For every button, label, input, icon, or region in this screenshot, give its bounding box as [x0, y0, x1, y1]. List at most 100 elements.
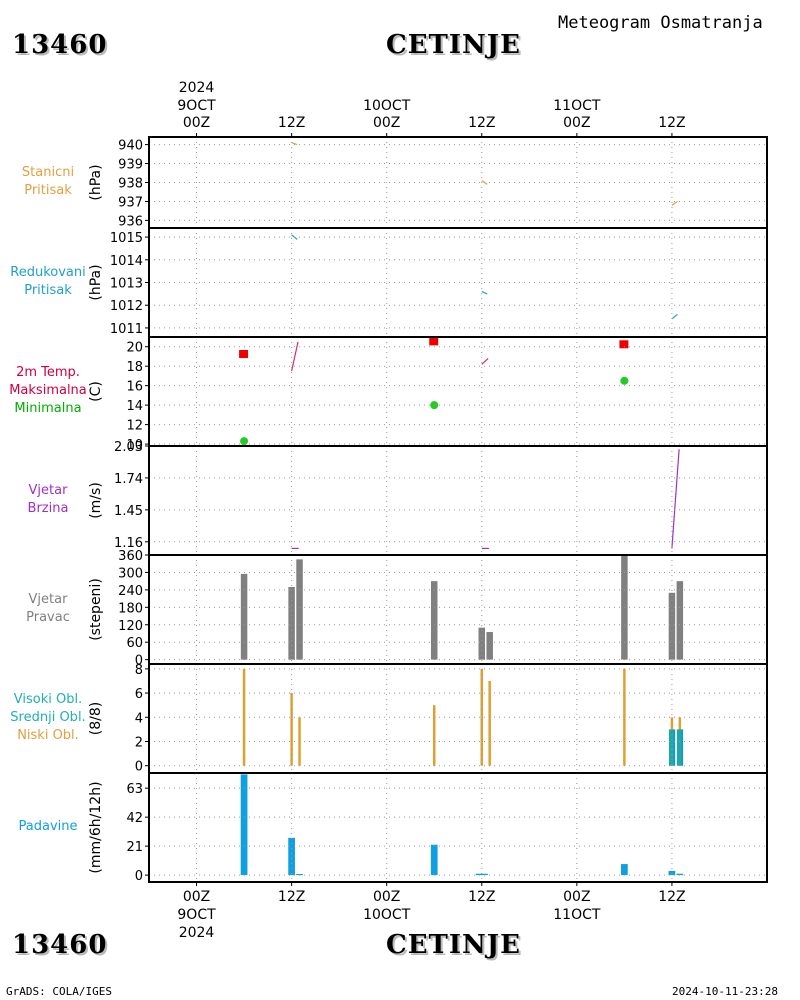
y-tick-label: 1.16: [114, 536, 143, 551]
station-name-bottom: CETINJE: [386, 930, 521, 960]
time-label-top: 00Z: [183, 115, 210, 131]
side-label-line: Brzina: [27, 501, 69, 516]
y-tick-label: 938: [118, 177, 143, 192]
wind-direction-bar: [668, 592, 676, 660]
wind-speed-data: [291, 449, 680, 550]
panel-wind-direction: [145, 554, 768, 665]
source-label: GrADS: COLA/IGES: [6, 985, 112, 998]
wind-direction-bar: [430, 581, 438, 660]
year-label-bottom: 2024: [179, 925, 215, 941]
pressure-line: [291, 142, 298, 146]
y-tick-label: 1013: [110, 277, 143, 292]
y-tick-label: 939: [118, 158, 143, 173]
y-tick-label: 360: [118, 549, 143, 564]
side-label-precipitation: Padavine: [0, 818, 96, 836]
y-tick-label: 63: [126, 782, 143, 797]
y-axis-label: (C): [88, 381, 104, 402]
max-temp-marker: [429, 337, 439, 346]
max-temp-marker: [239, 350, 249, 359]
temp-line: [481, 357, 489, 365]
cloud-bar: [668, 729, 675, 766]
y-tick-label: 2: [135, 736, 143, 751]
panel-frame: [148, 772, 768, 883]
panel-cloud-cover: [145, 663, 768, 774]
precipitation-bar: [288, 837, 295, 876]
cloud-bar: [480, 668, 484, 766]
y-tick-label: 1.45: [114, 504, 143, 519]
precipitation-bar: [296, 873, 303, 876]
wind-direction-bar: [478, 627, 486, 660]
side-label-line: Vjetar: [28, 592, 68, 607]
y-tick-label: 0: [135, 654, 143, 669]
y-axis-label: (mm/6h/12h): [88, 781, 104, 873]
side-label-line: Pritisak: [24, 183, 72, 198]
time-label-bottom: 12Z: [658, 889, 685, 905]
time-label-top: 00Z: [373, 115, 400, 131]
reduced-pressure-line: [671, 313, 678, 320]
wind-direction-data: [240, 555, 684, 660]
y-tick-label: 0: [135, 760, 143, 775]
timestamp-label: 2024-10-11-23:28: [672, 985, 778, 998]
wind-direction-bar: [486, 632, 493, 660]
date-label-bottom: 11OCT: [553, 907, 601, 923]
station-id-top: 13460: [12, 30, 108, 60]
side-label-line: Minimalna: [14, 401, 82, 416]
side-label-line: Maksimalna: [9, 383, 87, 398]
time-label-bottom: 00Z: [183, 889, 210, 905]
time-label-top: 12Z: [658, 115, 685, 131]
precipitation-bar: [475, 873, 488, 876]
precipitation-bar: [240, 774, 248, 876]
cloud-bar: [676, 729, 683, 766]
precipitation-bar: [676, 873, 684, 876]
y-tick-label: 1011: [110, 322, 143, 337]
precipitation-bar: [621, 864, 628, 876]
y-tick-label: 21: [126, 840, 143, 855]
side-label-line: Vjetar: [28, 483, 68, 498]
min-temp-marker: [620, 376, 629, 385]
y-axis-label: (hPa): [88, 164, 104, 200]
time-label-top: 00Z: [563, 115, 590, 131]
wind-speed-line: [671, 449, 680, 549]
y-tick-label: 16: [126, 380, 143, 395]
y-axis-label: (hPa): [88, 264, 104, 300]
y-tick-label: 936: [118, 214, 143, 229]
year-label-top: 2024: [179, 80, 215, 96]
y-tick-label: 1.74: [114, 472, 143, 487]
date-label-top: 11OCT: [553, 98, 601, 114]
side-label-line: Stanicni: [21, 165, 75, 180]
side-label-line: Pravac: [26, 610, 70, 625]
y-tick-label: 940: [118, 139, 143, 154]
y-axis-label: (m/s): [88, 482, 104, 519]
panel-temperature: [145, 336, 768, 447]
temp-line: [291, 341, 299, 372]
y-tick-label: 180: [118, 601, 143, 616]
panel-precipitation: [145, 772, 768, 883]
y-tick-label: 4: [135, 711, 143, 726]
side-label-line: Srednji Obl.: [10, 710, 86, 725]
side-label-temperature: 2m Temp. Maksimalna Minimalna: [0, 364, 96, 418]
panel-frame: [148, 445, 768, 556]
time-label-bottom: 00Z: [373, 889, 400, 905]
side-label-line: Visoki Obl.: [13, 692, 83, 707]
temperature-data: [239, 337, 629, 446]
precipitation-bar: [430, 844, 438, 876]
y-tick-label: 14: [126, 399, 143, 414]
wind-direction-bar: [676, 581, 684, 660]
date-label-top: 9OCT: [177, 98, 216, 114]
side-label-line: Niski Obl.: [17, 728, 79, 743]
time-label-top: 12Z: [468, 115, 495, 131]
reduced-pressure-line: [481, 291, 488, 295]
y-tick-label: 0: [135, 869, 143, 884]
side-label-line: Pritisak: [24, 283, 72, 298]
y-tick-label: 2.03: [114, 440, 143, 455]
cloud-bar: [673, 729, 676, 766]
station-id-bottom: 13460: [12, 930, 108, 960]
y-tick-label: 18: [126, 360, 143, 375]
side-label-line: 2m Temp.: [16, 365, 80, 380]
y-tick-label: 120: [118, 619, 143, 634]
station-name-top: CETINJE: [386, 30, 521, 60]
pressure-line: [671, 201, 678, 206]
panel-reduced-pressure: [145, 227, 768, 338]
panel-pressure: [145, 136, 768, 229]
